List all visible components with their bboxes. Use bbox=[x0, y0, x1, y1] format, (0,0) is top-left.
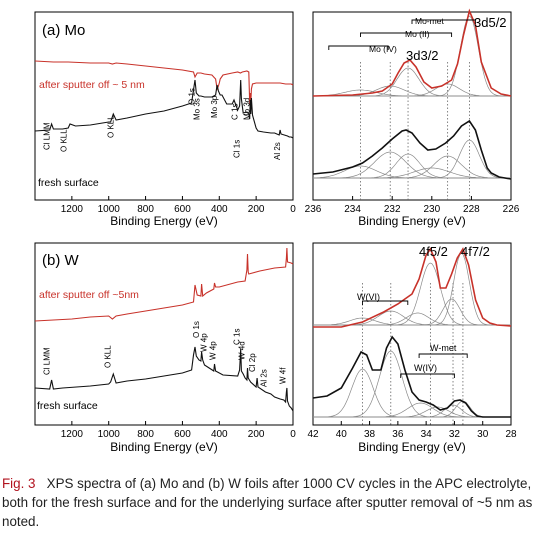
fitted-component-line bbox=[313, 312, 511, 326]
w-iv-label: W(IV) bbox=[414, 363, 437, 373]
state-bracket bbox=[360, 32, 453, 37]
peak-annotation: O KLL bbox=[59, 129, 68, 152]
x-tick-label: 600 bbox=[174, 204, 191, 215]
sputter-envelope-line bbox=[312, 8, 512, 97]
fresh-spectrum-line bbox=[34, 346, 294, 412]
peak-annotation: O KLL bbox=[106, 115, 115, 138]
mo-ii-label: Mo (II) bbox=[405, 29, 430, 39]
mo-3d-frame bbox=[312, 11, 512, 201]
state-bracket bbox=[362, 300, 409, 305]
x-tick-label: 800 bbox=[137, 429, 154, 440]
figure-number: Fig. 3 bbox=[2, 476, 36, 491]
peak-annotation: C 1s bbox=[231, 104, 240, 120]
w-survey-x-axis-title: Binding Energy (eV) bbox=[110, 440, 217, 454]
w-panel-label: (b) W bbox=[42, 252, 80, 269]
peak-annotation: Mo 3s bbox=[192, 98, 201, 120]
peak-annotation: Cl LMM bbox=[43, 122, 52, 150]
w-met-label: W-met bbox=[430, 343, 457, 353]
x-tick-label: 228 bbox=[463, 204, 480, 215]
mo-3d32-label: 3d3/2 bbox=[406, 48, 439, 63]
peak-annotation: Mo 3d bbox=[243, 98, 252, 120]
peak-annotation: Mo 3p bbox=[210, 95, 219, 118]
w-sputter-series-label: after sputter off ~5nm bbox=[39, 289, 139, 301]
x-tick-label: 200 bbox=[248, 204, 265, 215]
fitted-component-line bbox=[313, 167, 511, 179]
x-tick-label: 232 bbox=[384, 204, 401, 215]
x-tick-label: 34 bbox=[421, 429, 433, 440]
state-bracket bbox=[418, 353, 468, 358]
w-4f52-label: 4f5/2 bbox=[419, 244, 448, 259]
fresh-envelope-line bbox=[312, 119, 512, 180]
mo-panel-label: (a) Mo bbox=[42, 22, 85, 39]
x-tick-label: 32 bbox=[449, 429, 461, 440]
peak-annotation: O 1s bbox=[187, 88, 196, 105]
w-4f-frame bbox=[312, 242, 512, 426]
x-tick-label: 38 bbox=[364, 429, 376, 440]
mo-survey-x-axis-title: Binding Energy (eV) bbox=[110, 214, 217, 228]
x-tick-label: 800 bbox=[137, 204, 154, 215]
figure-caption: Fig. 3 XPS spectra of (a) Mo and (b) W f… bbox=[2, 474, 545, 531]
x-tick-label: 42 bbox=[307, 429, 319, 440]
sputter-spectrum-line bbox=[34, 60, 294, 105]
x-tick-label: 400 bbox=[211, 204, 228, 215]
state-bracket bbox=[328, 45, 389, 50]
x-tick-label: 36 bbox=[392, 429, 404, 440]
w-fresh-series-label: fresh surface bbox=[37, 400, 98, 412]
figure-caption-text: XPS spectra of (a) Mo and (b) W foils af… bbox=[2, 476, 533, 529]
peak-annotation: W 4p bbox=[199, 333, 208, 352]
w-survey-frame bbox=[34, 242, 294, 426]
peak-annotation: Cl LMM bbox=[43, 347, 52, 375]
x-tick-label: 200 bbox=[248, 429, 265, 440]
x-tick-label: 1000 bbox=[98, 204, 121, 215]
peak-annotation: C 1s bbox=[233, 329, 242, 345]
x-tick-label: 400 bbox=[211, 429, 228, 440]
peak-annotation: Al 2s bbox=[273, 142, 282, 160]
fitted-component-line bbox=[313, 404, 511, 418]
fitted-component-line bbox=[313, 406, 511, 418]
peak-annotation: Cl 1s bbox=[233, 140, 242, 158]
x-tick-label: 1200 bbox=[61, 429, 84, 440]
peak-annotation: W 4f bbox=[279, 367, 288, 384]
state-bracket bbox=[400, 373, 455, 378]
fitted-component-line bbox=[313, 89, 511, 97]
w-4f-x-axis-title: Binding Energy (eV) bbox=[358, 440, 465, 454]
mo-3d-x-axis-title: Binding Energy (eV) bbox=[358, 214, 465, 228]
sputter-envelope-line bbox=[313, 247, 512, 328]
fresh-envelope-line bbox=[312, 335, 511, 418]
mo-sputter-series-label: after sputter off ~ 5 nm bbox=[39, 79, 145, 91]
x-tick-label: 1200 bbox=[61, 204, 84, 215]
mo-fresh-series-label: fresh surface bbox=[38, 177, 99, 189]
x-tick-label: 600 bbox=[174, 429, 191, 440]
x-tick-label: 40 bbox=[336, 429, 348, 440]
w-vi-label: W(VI) bbox=[357, 292, 380, 302]
w-4f72-label: 4f7/2 bbox=[461, 244, 490, 259]
x-tick-label: 0 bbox=[290, 429, 296, 440]
peak-annotation: Cl 2p bbox=[248, 353, 257, 372]
peak-annotation: W 4p bbox=[209, 341, 218, 360]
peak-annotation: W 4d bbox=[238, 341, 247, 360]
x-tick-label: 236 bbox=[305, 204, 322, 215]
mo-survey-frame bbox=[34, 11, 294, 201]
x-tick-label: 226 bbox=[503, 204, 520, 215]
x-tick-label: 230 bbox=[423, 204, 440, 215]
fresh-spectrum-line bbox=[34, 79, 294, 139]
mo-3d52-label: 3d5/2 bbox=[474, 15, 507, 30]
sputter-spectrum-line bbox=[34, 247, 294, 322]
x-tick-label: 28 bbox=[505, 429, 517, 440]
peak-annotation: O KLL bbox=[104, 345, 113, 368]
state-bracket bbox=[411, 19, 476, 24]
x-tick-label: 0 bbox=[290, 204, 296, 215]
x-tick-label: 234 bbox=[344, 204, 361, 215]
fitted-component-line bbox=[313, 298, 511, 326]
peak-annotation: O 1s bbox=[192, 321, 201, 338]
mo-iv-label: Mo (IV) bbox=[369, 44, 397, 54]
peak-annotation: Al 2s bbox=[259, 369, 268, 387]
x-tick-label: 1000 bbox=[98, 429, 121, 440]
x-tick-label: 30 bbox=[477, 429, 489, 440]
mo-met-label: Mo-met bbox=[415, 16, 444, 26]
